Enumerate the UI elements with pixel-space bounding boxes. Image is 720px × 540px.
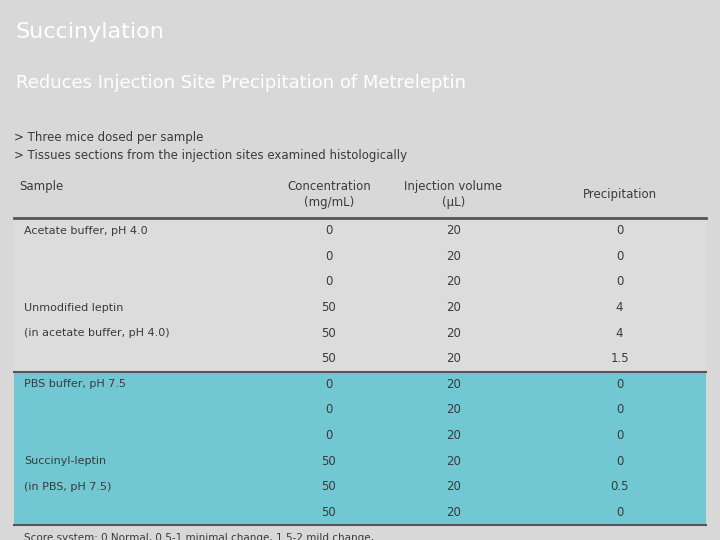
Text: Concentration: Concentration (287, 180, 371, 193)
Text: 50: 50 (322, 455, 336, 468)
Text: 0: 0 (616, 275, 624, 288)
Text: Precipitation: Precipitation (582, 188, 657, 201)
Text: 0: 0 (325, 429, 333, 442)
Bar (14, 244, 706, 269)
Text: 0: 0 (616, 455, 624, 468)
Text: Sample: Sample (19, 180, 63, 193)
Text: 20: 20 (446, 250, 461, 263)
Text: 50: 50 (322, 480, 336, 493)
Text: 0: 0 (325, 250, 333, 263)
Bar (14, 171, 706, 218)
Text: (mg/mL): (mg/mL) (304, 196, 354, 209)
Text: 0.5: 0.5 (611, 480, 629, 493)
Bar (14, 372, 706, 397)
Text: 50: 50 (322, 301, 336, 314)
Bar (14, 218, 706, 244)
Text: 50: 50 (322, 352, 336, 365)
Text: 20: 20 (446, 275, 461, 288)
Text: Score system: 0 Normal, 0.5-1 minimal change, 1.5-2 mild change,: Score system: 0 Normal, 0.5-1 minimal ch… (24, 533, 374, 540)
Text: Reduces Injection Site Precipitation of Metreleptin: Reduces Injection Site Precipitation of … (16, 74, 466, 92)
Text: 20: 20 (446, 352, 461, 365)
Text: > Tissues sections from the injection sites examined histologically: > Tissues sections from the injection si… (14, 149, 407, 162)
Text: > Three mice dosed per sample: > Three mice dosed per sample (14, 131, 203, 144)
Text: 0: 0 (616, 224, 624, 237)
Bar (14, 474, 706, 500)
Text: (in PBS, pH 7.5): (in PBS, pH 7.5) (24, 482, 112, 491)
Text: 4: 4 (616, 301, 624, 314)
Bar (14, 295, 706, 320)
Text: 0: 0 (616, 429, 624, 442)
Text: 4: 4 (616, 327, 624, 340)
Text: 20: 20 (446, 327, 461, 340)
Text: PBS buffer, pH 7.5: PBS buffer, pH 7.5 (24, 379, 126, 389)
Text: (μL): (μL) (442, 196, 465, 209)
Text: 50: 50 (322, 505, 336, 519)
Text: 20: 20 (446, 429, 461, 442)
Text: 0: 0 (616, 505, 624, 519)
Bar (14, 500, 706, 525)
Text: Succinyl-leptin: Succinyl-leptin (24, 456, 106, 466)
Text: 50: 50 (322, 327, 336, 340)
Text: Unmodified leptin: Unmodified leptin (24, 302, 123, 313)
Text: 0: 0 (325, 275, 333, 288)
Text: 0: 0 (325, 224, 333, 237)
Text: 20: 20 (446, 505, 461, 519)
Text: Succinylation: Succinylation (16, 22, 165, 42)
Text: 0: 0 (325, 378, 333, 391)
Text: Injection volume: Injection volume (405, 180, 503, 193)
Bar (14, 423, 706, 448)
Text: 0: 0 (616, 378, 624, 391)
Text: 20: 20 (446, 378, 461, 391)
Bar (14, 346, 706, 372)
Text: 0: 0 (616, 403, 624, 416)
Text: 20: 20 (446, 224, 461, 237)
Text: 20: 20 (446, 480, 461, 493)
Bar (14, 397, 706, 423)
Bar (14, 448, 706, 474)
Text: 20: 20 (446, 301, 461, 314)
Text: 0: 0 (616, 250, 624, 263)
Text: 20: 20 (446, 455, 461, 468)
Text: Acetate buffer, pH 4.0: Acetate buffer, pH 4.0 (24, 226, 148, 236)
Bar (14, 320, 706, 346)
Text: 1.5: 1.5 (610, 352, 629, 365)
Bar (14, 269, 706, 295)
Text: (in acetate buffer, pH 4.0): (in acetate buffer, pH 4.0) (24, 328, 170, 338)
Text: 20: 20 (446, 403, 461, 416)
Text: 0: 0 (325, 403, 333, 416)
